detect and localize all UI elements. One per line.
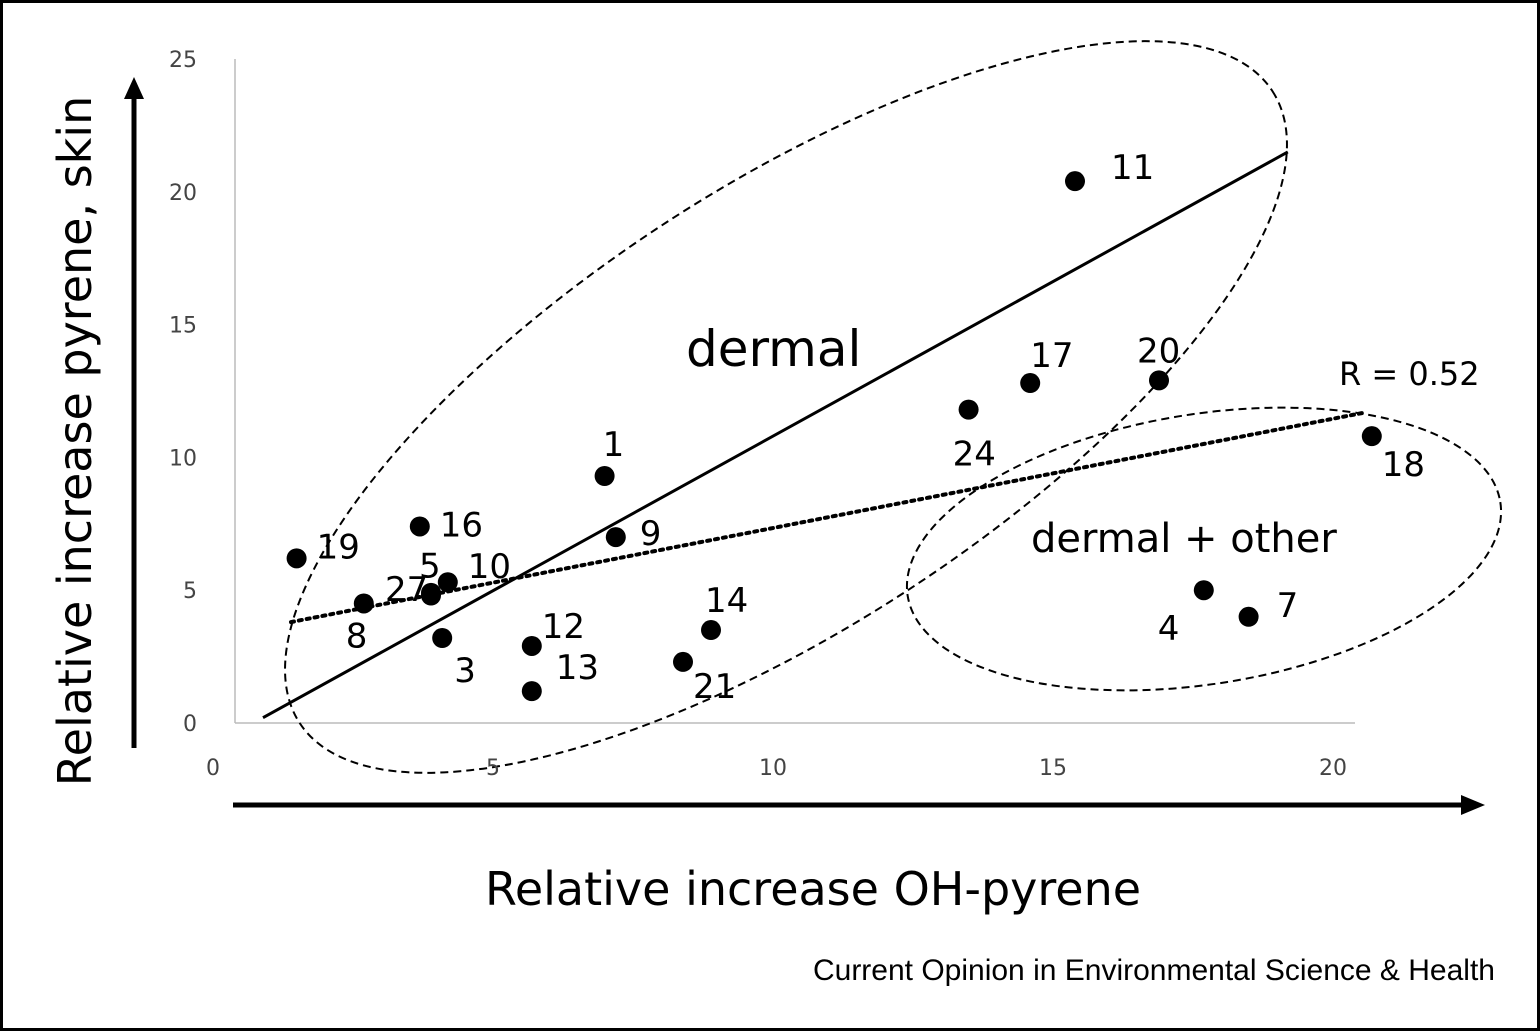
data-point [1193, 580, 1214, 601]
group-ellipse-dermal-other [905, 406, 1503, 692]
trend-line-dermal [262, 150, 1289, 720]
data-point [421, 582, 441, 603]
y-tick-label: 5 [183, 579, 197, 604]
point-label: 19 [317, 527, 360, 567]
x-tick-label: 20 [1319, 756, 1347, 781]
data-point [605, 527, 626, 548]
trend-lines [262, 150, 1369, 720]
data-point [594, 465, 615, 486]
point-label: 17 [1030, 336, 1073, 376]
data-point [1149, 370, 1169, 391]
point-label: 4 [1158, 609, 1180, 649]
point-label: 13 [556, 648, 599, 688]
data-point [432, 628, 453, 649]
data-point [1020, 373, 1041, 394]
data-point [1361, 426, 1382, 447]
point-label: 3 [454, 651, 476, 691]
point-label: 1 [603, 425, 625, 465]
group-label-dermal-other: dermal + other [1031, 516, 1337, 562]
data-point [958, 399, 979, 420]
group-label-dermal: dermal [686, 320, 861, 378]
y-tick-label: 25 [169, 48, 197, 73]
point-label: 9 [640, 514, 662, 554]
r-value-label: R = 0.52 [1339, 355, 1480, 393]
point-label: 16 [440, 505, 483, 545]
point-label: 24 [953, 435, 996, 475]
point-label: 21 [693, 667, 736, 707]
x-tick-label: 0 [206, 756, 220, 781]
x-axis-title: Relative increase OH-pyrene [485, 862, 1141, 916]
point-label: 7 [1277, 586, 1299, 626]
trend-line-all [289, 410, 1369, 625]
data-point [286, 548, 307, 569]
point-label: 14 [705, 581, 748, 621]
y-tick-label: 0 [183, 712, 197, 737]
data-point [673, 651, 693, 672]
x-tick-label: 10 [759, 756, 787, 781]
group-ellipse-dermal [284, 40, 1288, 774]
point-label: 20 [1137, 331, 1180, 371]
data-point [521, 635, 542, 656]
data-point [353, 593, 374, 614]
data-point [409, 516, 430, 537]
point-label: 12 [542, 607, 585, 647]
point-label: 27 [385, 570, 428, 610]
data-point [701, 620, 721, 641]
point-label: 8 [346, 616, 368, 656]
data-point [437, 572, 458, 593]
y-tick-label: 20 [169, 181, 197, 206]
point-label: 5 [419, 547, 441, 587]
point-label: 11 [1111, 148, 1154, 188]
y-tick-label: 10 [169, 446, 197, 471]
data-point [1065, 171, 1085, 192]
x-arrow-head [1461, 795, 1485, 815]
point-label: 18 [1382, 445, 1425, 485]
data-point [1238, 606, 1259, 627]
point-label: 10 [468, 547, 511, 587]
data-point [521, 681, 542, 702]
x-tick-label: 15 [1039, 756, 1067, 781]
y-arrow-head [124, 77, 144, 99]
y-tick-label: 15 [169, 314, 197, 339]
y-axis-title: Relative increase pyrene, skin [48, 96, 102, 787]
source-credit: Current Opinion in Environmental Science… [812, 954, 1495, 987]
x-tick-label: 5 [486, 756, 500, 781]
